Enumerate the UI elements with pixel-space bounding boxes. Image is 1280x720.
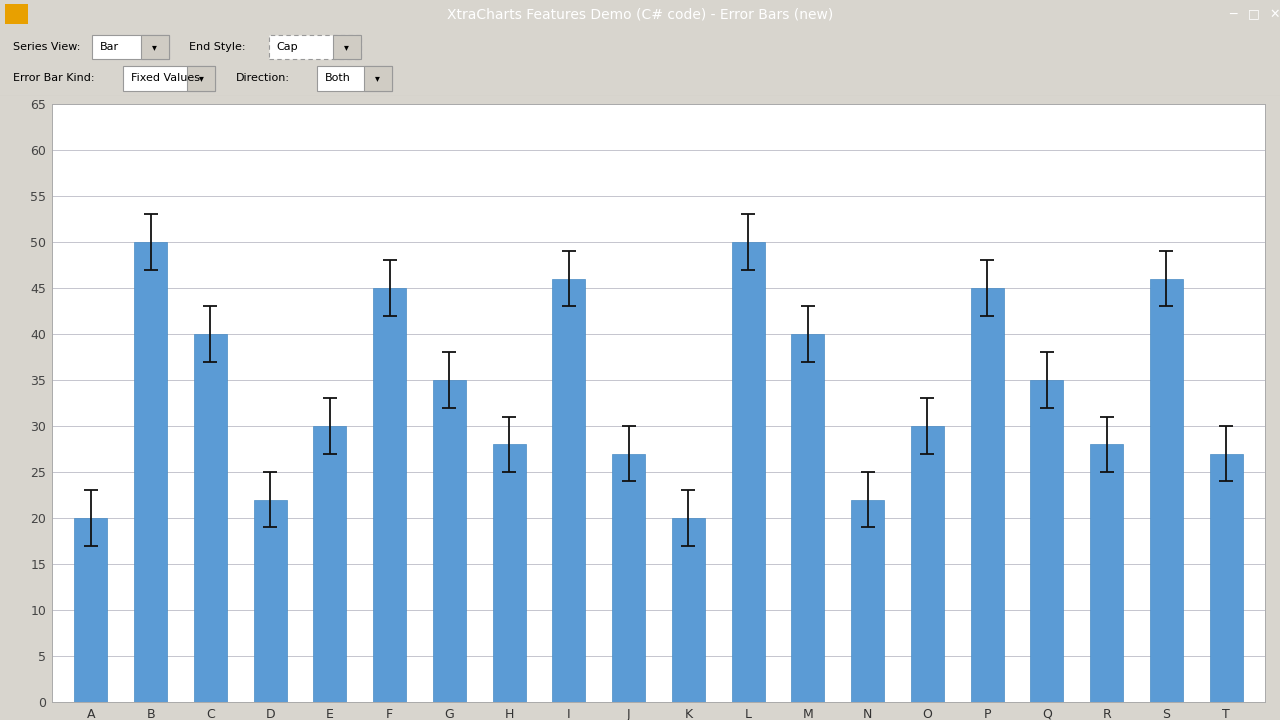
Bar	[314, 426, 347, 702]
Text: Both: Both	[325, 73, 351, 84]
Text: ▾: ▾	[344, 42, 349, 52]
Bar	[134, 242, 166, 702]
Bar	[92, 35, 169, 59]
Text: ─: ─	[1230, 7, 1236, 20]
Bar	[253, 500, 287, 702]
Text: Fixed Values: Fixed Values	[131, 73, 200, 84]
Bar	[791, 334, 824, 702]
Text: Bar: Bar	[100, 42, 119, 52]
Bar	[911, 426, 943, 702]
Bar	[193, 334, 227, 702]
Text: XtraCharts Features Demo (C# code) - Error Bars (new): XtraCharts Features Demo (C# code) - Err…	[447, 7, 833, 21]
Bar	[333, 35, 361, 59]
Bar	[970, 288, 1004, 702]
Bar	[374, 288, 406, 702]
Bar	[5, 4, 28, 24]
Bar	[1210, 454, 1243, 702]
Text: End Style:: End Style:	[189, 42, 246, 52]
Bar	[493, 444, 526, 702]
Bar	[317, 66, 392, 91]
Bar	[1091, 444, 1123, 702]
Bar	[612, 454, 645, 702]
Bar	[141, 35, 169, 59]
Text: □: □	[1248, 7, 1260, 20]
Bar	[123, 66, 215, 91]
Text: ▾: ▾	[375, 73, 380, 84]
Text: ✕: ✕	[1268, 7, 1280, 20]
Bar	[672, 518, 705, 702]
Text: ▾: ▾	[198, 73, 204, 84]
Text: Error Bar Kind:: Error Bar Kind:	[13, 73, 95, 84]
Text: Cap: Cap	[276, 42, 298, 52]
Bar	[187, 66, 215, 91]
Bar	[553, 279, 585, 702]
Text: Direction:: Direction:	[236, 73, 289, 84]
Bar	[1149, 279, 1183, 702]
Text: ▾: ▾	[152, 42, 157, 52]
Bar	[364, 66, 392, 91]
Bar	[732, 242, 764, 702]
Text: Series View:: Series View:	[13, 42, 81, 52]
Bar	[851, 500, 884, 702]
Bar	[269, 35, 361, 59]
Bar	[74, 518, 108, 702]
Bar	[1030, 380, 1064, 702]
Bar	[433, 380, 466, 702]
